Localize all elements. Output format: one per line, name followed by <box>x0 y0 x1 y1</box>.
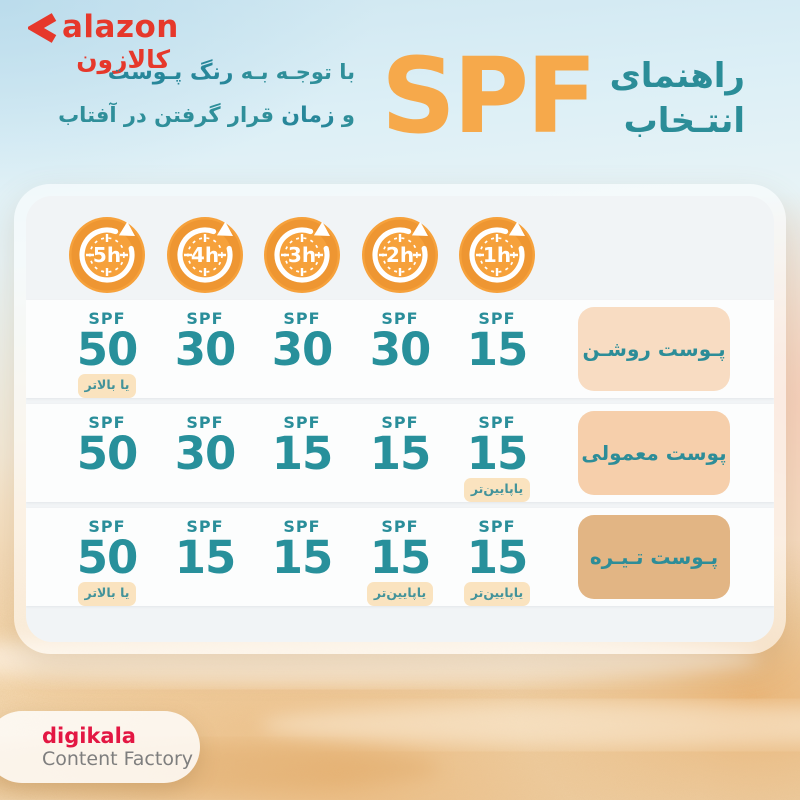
spf-cell: SPF 15 <box>353 404 447 477</box>
spf-label: SPF <box>283 309 321 328</box>
spf-note: یا بالاتر <box>77 582 137 606</box>
title-line-2: انتـخاب <box>623 101 745 141</box>
spf-note: یا بالاتر <box>77 374 137 398</box>
content-factory-pill: digikala Content Factory <box>0 711 200 783</box>
spf-cell: SPF 30 <box>353 300 447 373</box>
table-row-normal-skin: SPF 50 SPF 30 SPF 15 SPF 15 SPF 15 یاپایین‌تر … <box>26 404 774 502</box>
clock-label-2h: 2h <box>386 243 414 267</box>
spf-cell: SPF 15 یاپایین‌تر <box>450 508 544 606</box>
spf-value: 15 <box>466 531 529 584</box>
spf-label: SPF <box>381 413 419 432</box>
table-row-light-skin: SPF 50 یا بالاتر SPF 30 SPF 30 SPF 30 SPF 15 پ… <box>26 300 774 398</box>
clock-label-4h: 4h <box>191 243 219 267</box>
digikala-logo-text: digikala <box>42 724 136 748</box>
spf-value: 50 <box>76 323 139 376</box>
spf-label: SPF <box>478 309 516 328</box>
subtitle-line-2: و زمان قرار گرفتن در آفتاب <box>58 103 355 128</box>
table-card-inner: 5h 4h 3h 2h 1h SPF 50 یا بالاتر SPF 30 SPF 3… <box>26 196 774 642</box>
spf-label: SPF <box>186 517 224 536</box>
spf-note: یاپایین‌تر <box>463 582 531 606</box>
subtitle-l1-regular: با توجـه بـه <box>233 60 355 84</box>
spf-note: یاپایین‌تر <box>463 478 531 502</box>
spf-value: 15 <box>271 531 334 584</box>
table-card: 5h 4h 3h 2h 1h SPF 50 یا بالاتر SPF 30 SPF 3… <box>14 184 786 654</box>
subtitle-l2-rest: قرار گرفتن در آفتاب <box>58 103 282 127</box>
logo-persian-text: کالازون <box>76 45 170 74</box>
clock-icon-1h: 1h <box>459 217 535 293</box>
kalazon-logo: alazon کالازون <box>28 12 179 74</box>
clock-label-3h: 3h <box>288 243 316 267</box>
spf-cell: SPF 15 یاپایین‌تر <box>353 508 447 606</box>
spf-value: 15 <box>466 427 529 480</box>
spf-label: SPF <box>88 413 126 432</box>
spf-label: SPF <box>478 413 516 432</box>
subtitle-l2-prefix: و <box>334 103 355 127</box>
subtitle: با توجـه بـه رنگ پـوست و زمان قرار گرفتن… <box>58 60 355 128</box>
spf-value: 15 <box>466 323 529 376</box>
clock-icon-2h: 2h <box>362 217 438 293</box>
spf-cell: SPF 15 <box>450 300 544 373</box>
spf-value: 30 <box>271 323 334 376</box>
clock-label-5h: 5h <box>93 243 121 267</box>
spf-value: 30 <box>174 427 237 480</box>
spf-cell: SPF 15 <box>255 508 349 581</box>
subtitle-l2-bold: زمان <box>281 103 335 128</box>
spf-note: یاپایین‌تر <box>366 582 434 606</box>
clock-icon-3h: 3h <box>264 217 340 293</box>
spf-cell: SPF 30 <box>158 404 252 477</box>
spf-value: 15 <box>271 427 334 480</box>
spf-cell: SPF 15 <box>255 404 349 477</box>
title-line-1: راهنمای <box>609 56 745 96</box>
spf-value: 15 <box>369 427 432 480</box>
spf-value: 30 <box>369 323 432 376</box>
spf-value: 50 <box>76 427 139 480</box>
spf-cell: SPF 30 <box>255 300 349 373</box>
spf-cell: SPF 15 <box>158 508 252 581</box>
subtitle-l1-bold: رنگ پـوست <box>107 60 234 85</box>
kalazon-arrow-icon <box>28 12 57 43</box>
spf-big-title: SPF <box>381 35 597 157</box>
spf-label: SPF <box>88 309 126 328</box>
spf-label: SPF <box>478 517 516 536</box>
hours-icon-row: 5h 4h 3h 2h 1h <box>26 196 774 300</box>
spf-label: SPF <box>381 309 419 328</box>
table-row-dark-skin: SPF 50 یا بالاتر SPF 15 SPF 15 SPF 15 یاپایین‌… <box>26 508 774 606</box>
skin-type-badge-light: پـوست روشـن <box>578 307 730 391</box>
spf-label: SPF <box>186 413 224 432</box>
logo-latin-text: alazon <box>62 9 179 45</box>
spf-cell: SPF 15 یاپایین‌تر <box>450 404 544 502</box>
content-factory-label: Content Factory <box>42 748 194 770</box>
spf-cell: SPF 50 یا بالاتر <box>60 508 154 606</box>
clock-label-1h: 1h <box>483 243 511 267</box>
clock-icon-5h: 5h <box>69 217 145 293</box>
skin-type-badge-normal: پوست معمولی <box>578 411 730 495</box>
spf-label: SPF <box>283 517 321 536</box>
spf-cell: SPF 50 یا بالاتر <box>60 300 154 398</box>
clock-icon-4h: 4h <box>167 217 243 293</box>
skin-type-badge-dark: پـوست تـیـره <box>578 515 730 599</box>
page-title: راهنمای انتـخاب <box>610 54 745 144</box>
spf-value: 15 <box>174 531 237 584</box>
spf-label: SPF <box>88 517 126 536</box>
spf-value: 15 <box>369 531 432 584</box>
spf-label: SPF <box>186 309 224 328</box>
spf-cell: SPF 50 <box>60 404 154 477</box>
spf-cell: SPF 30 <box>158 300 252 373</box>
spf-value: 50 <box>76 531 139 584</box>
spf-label: SPF <box>381 517 419 536</box>
spf-label: SPF <box>283 413 321 432</box>
spf-value: 30 <box>174 323 237 376</box>
subtitle-line-1: با توجـه بـه رنگ پـوست <box>58 60 355 85</box>
